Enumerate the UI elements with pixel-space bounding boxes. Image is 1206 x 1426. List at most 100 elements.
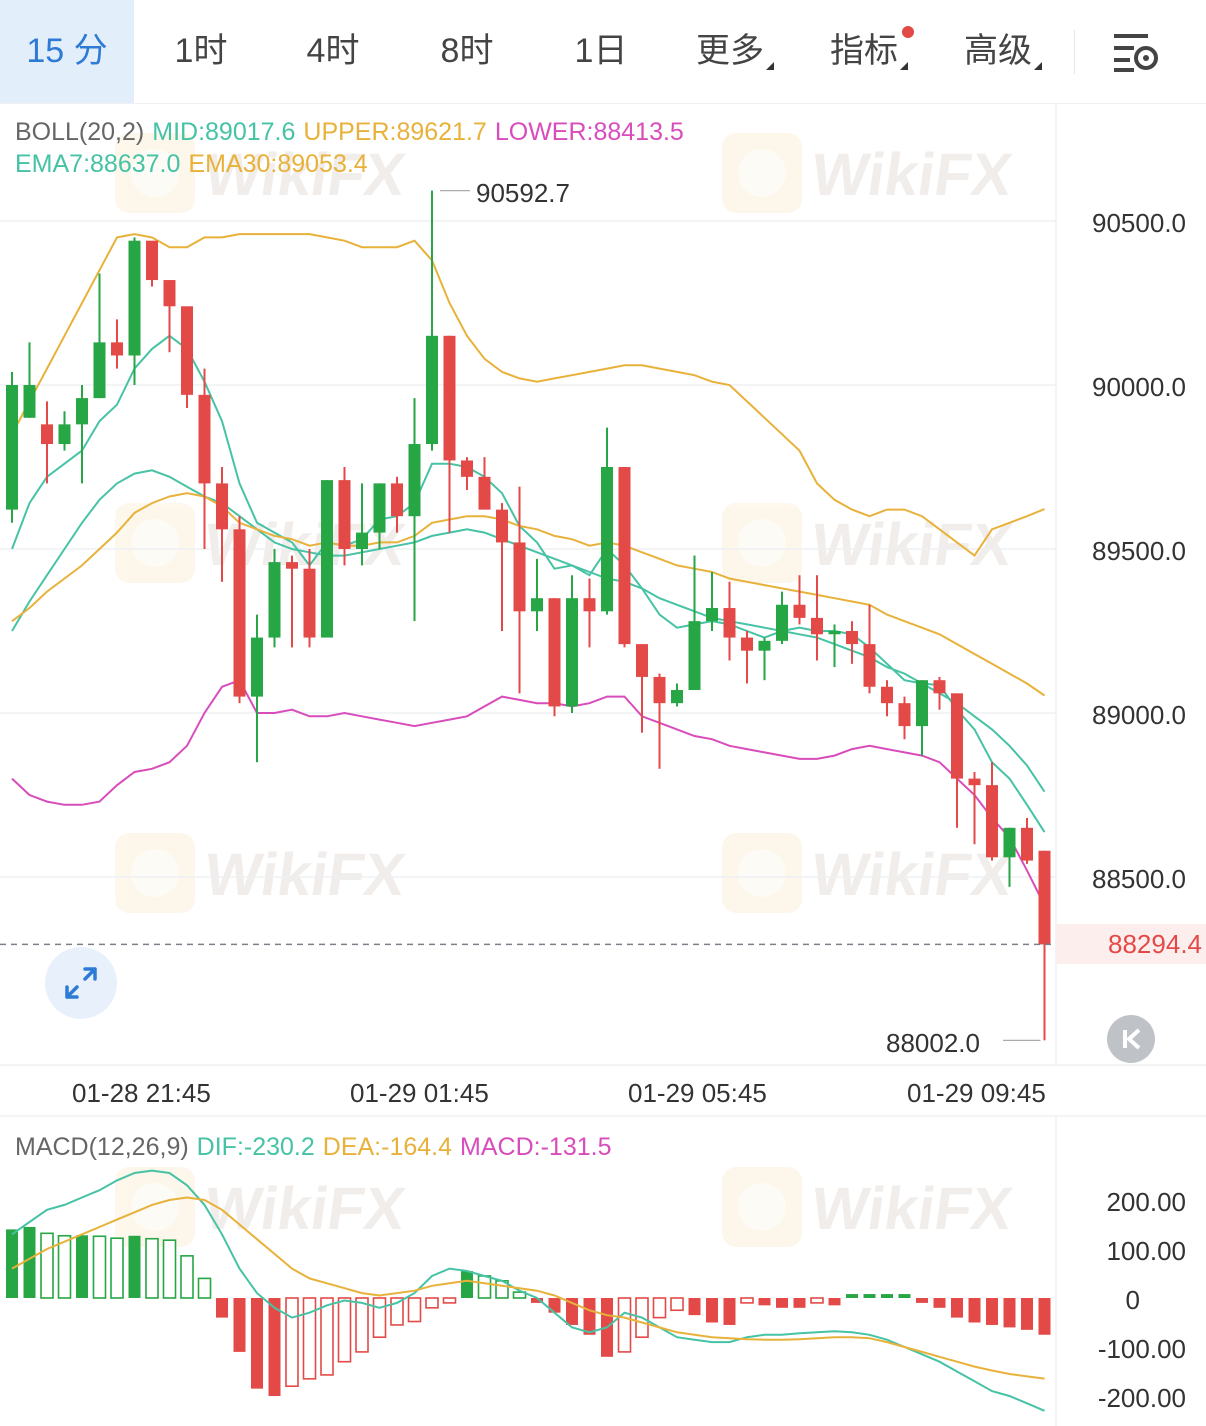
watermark-text: WikiFX	[807, 510, 1016, 578]
candle-up	[321, 480, 333, 638]
macd-bar	[407, 1297, 422, 1323]
tab-label: 更多	[696, 32, 764, 70]
watermark-logo	[115, 503, 195, 583]
macd-bar	[40, 1232, 54, 1299]
dropdown-triangle-icon	[1034, 62, 1042, 70]
candle-down	[863, 644, 876, 687]
tab-advanced[interactable]: 高级	[936, 0, 1070, 103]
tab-8h[interactable]: 8时	[400, 0, 534, 103]
candle-down	[513, 542, 526, 612]
watermark-layer: WikiFX WikiFX	[115, 1167, 1016, 1247]
line-upper	[11, 233, 1045, 558]
candle-down	[1038, 850, 1051, 945]
candle-down	[496, 509, 508, 543]
y-tick-label: 89000.0	[1092, 700, 1186, 730]
line-ema30	[11, 492, 1046, 697]
boll-lower: LOWER:88413.5	[494, 118, 684, 146]
macd-bar	[828, 1298, 841, 1306]
tab-divider	[1074, 30, 1075, 74]
candle-down	[443, 335, 456, 461]
chart-settings-icon	[1114, 34, 1158, 72]
macd-bar	[355, 1297, 369, 1353]
scroll-to-latest-button[interactable]	[1107, 1015, 1155, 1063]
macd-chart[interactable]: WikiFX WikiFX	[0, 1117, 1206, 1426]
candle-down	[846, 631, 858, 645]
candle-up	[76, 398, 88, 425]
candle-up	[356, 532, 368, 549]
low-marker-label: 88002.0	[886, 1028, 980, 1058]
watermark-text: WikiFX	[807, 840, 1016, 908]
macd-bar	[477, 1275, 492, 1299]
line-lower	[11, 678, 1046, 906]
candle-down	[198, 394, 211, 484]
chart-settings-button[interactable]	[1110, 30, 1162, 74]
timeframe-tab-bar: 15 分 1时 4时 8时 1日 更多 指标 高级	[0, 0, 1206, 104]
watermark: WikiFX	[115, 133, 409, 213]
candles	[6, 190, 1051, 1041]
watermark-logo-inner	[131, 149, 179, 197]
candle-down	[583, 598, 596, 612]
candle-up	[776, 604, 788, 641]
boll-legend: BOLL(20,2) MID:89017.6 UPPER:89621.7 LOWER:…	[15, 118, 692, 147]
macd-value: MACD:-131.5	[460, 1133, 612, 1161]
last-price-tag: 88294.4	[1056, 924, 1206, 964]
macd-bar	[442, 1297, 457, 1304]
candle-down	[1021, 827, 1033, 861]
expand-chart-button[interactable]	[45, 947, 117, 1019]
tab-1d[interactable]: 1日	[534, 0, 668, 103]
boll-upper: UPPER:89621.7	[303, 118, 487, 146]
macd-bar	[1038, 1298, 1051, 1335]
macd-histogram	[6, 1117, 1057, 1426]
candle-down	[811, 617, 823, 635]
macd-bar	[162, 1239, 177, 1299]
watermark: WikiFX	[722, 1167, 1016, 1247]
tab-more[interactable]: 更多	[668, 0, 802, 103]
macd-bar	[1021, 1298, 1033, 1330]
candle-down	[898, 703, 911, 727]
line-ema7	[11, 334, 1046, 833]
macd-bar	[617, 1297, 632, 1353]
tab-1h[interactable]: 1时	[134, 0, 268, 103]
tab-label: 指标	[830, 32, 898, 70]
candle-up	[373, 483, 386, 533]
macd-bar	[251, 1298, 263, 1389]
candle-up	[426, 335, 438, 445]
tab-label: 高级	[964, 32, 1032, 70]
candle-up	[1003, 827, 1016, 858]
candle-up	[916, 680, 928, 727]
watermark-logo-inner	[738, 849, 786, 897]
candle-down	[338, 480, 351, 549]
y-tick-label: 89500.0	[1092, 536, 1186, 566]
macd-bar	[337, 1297, 352, 1363]
macd-bar	[233, 1298, 246, 1352]
macd-bar	[793, 1298, 806, 1308]
macd-bar	[652, 1297, 667, 1319]
candle-down	[933, 680, 946, 694]
candle-down	[111, 342, 123, 356]
macd-bar	[531, 1298, 543, 1303]
macd-y-tick-label: -200.00	[1097, 1383, 1186, 1413]
tab-4h[interactable]: 4时	[266, 0, 400, 103]
tab-15m[interactable]: 15 分	[0, 0, 134, 103]
watermark-logo	[722, 133, 802, 213]
macd-bar	[128, 1235, 141, 1298]
dropdown-triangle-icon	[900, 62, 908, 70]
macd-dea: DEA:-164.4	[322, 1133, 453, 1161]
candle-down	[146, 240, 158, 281]
tab-label: 15 分	[26, 32, 108, 70]
macd-bar	[986, 1298, 998, 1325]
macd-bar	[863, 1294, 876, 1298]
x-tick-label: 01-29 05:45	[628, 1078, 767, 1108]
macd-bar	[110, 1237, 124, 1299]
tab-indicators[interactable]: 指标	[802, 0, 936, 103]
macd-bar	[706, 1298, 718, 1323]
macd-bar	[92, 1235, 107, 1299]
macd-bar	[268, 1298, 281, 1396]
macd-bar	[461, 1271, 473, 1298]
candle-down	[653, 676, 666, 704]
macd-bar	[723, 1298, 736, 1325]
macd-bar	[23, 1226, 36, 1298]
boll-mid: MID:89017.6	[152, 118, 296, 146]
